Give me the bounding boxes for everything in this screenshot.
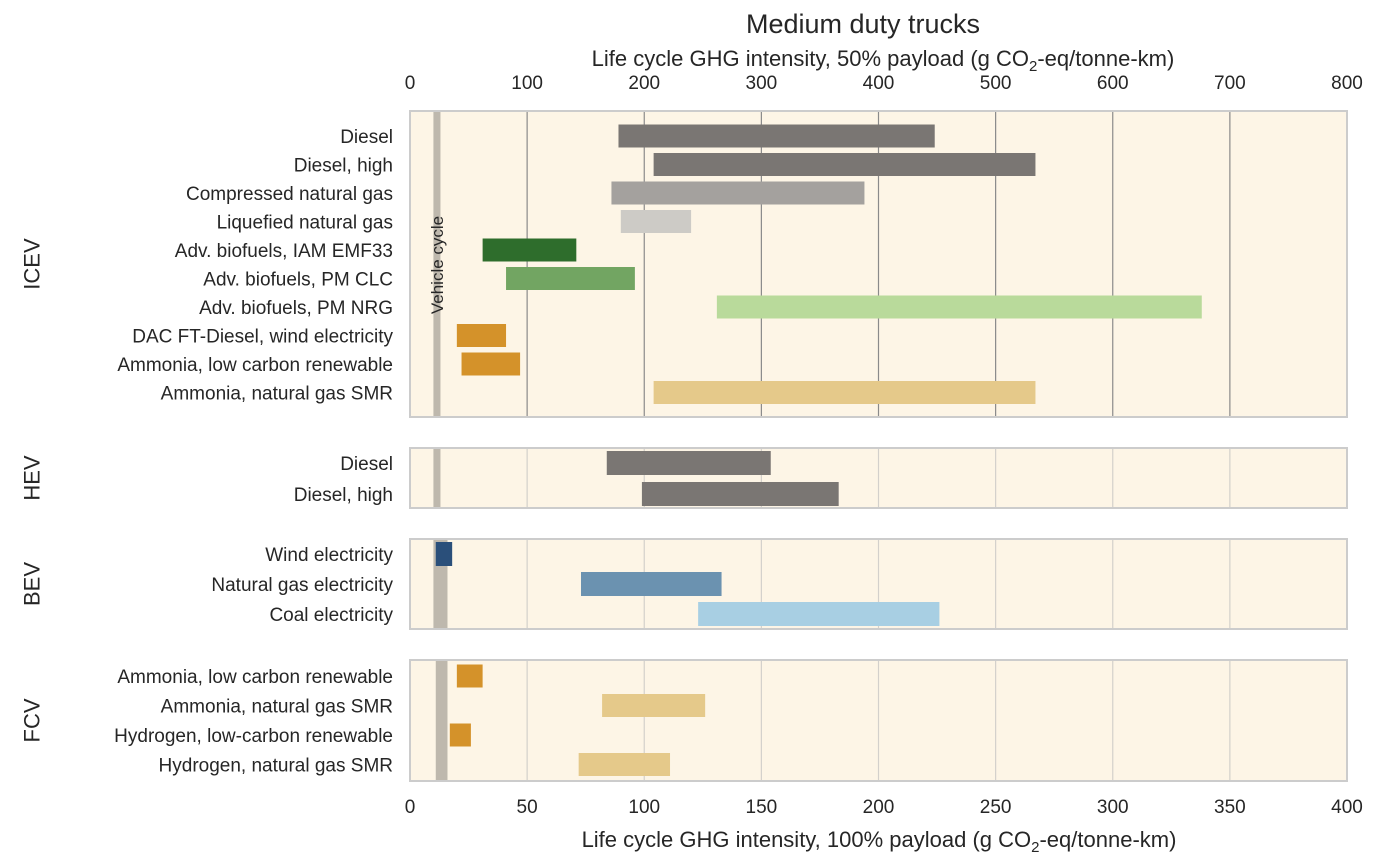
range-bar bbox=[606, 451, 771, 475]
chart-title: Medium duty trucks bbox=[746, 9, 980, 39]
range-bar bbox=[653, 153, 1036, 176]
category-label: Adv. biofuels, PM NRG bbox=[199, 298, 393, 319]
panel-icev: Diesel Diesel, high Compressed natural gas… bbox=[20, 110, 1348, 418]
category-label: Ammonia, low carbon renewable bbox=[117, 667, 393, 688]
category-label: Compressed natural gas bbox=[186, 184, 393, 205]
group-label: FCV bbox=[20, 698, 45, 742]
top-tick-label: 200 bbox=[628, 73, 660, 94]
panel-frame bbox=[409, 110, 1348, 418]
panel-frame bbox=[409, 659, 1348, 782]
panel-hev: Diesel Diesel, high HEV bbox=[20, 447, 1348, 509]
range-bar bbox=[611, 181, 865, 205]
range-bar bbox=[653, 381, 1036, 404]
top-tick-label: 500 bbox=[980, 73, 1012, 94]
top-tick-label: 600 bbox=[1097, 73, 1129, 94]
range-bar bbox=[618, 124, 935, 148]
bottom-tick-label: 150 bbox=[746, 797, 778, 818]
category-label: Diesel, high bbox=[294, 485, 393, 506]
range-bar bbox=[456, 324, 507, 347]
top-tick-label: 700 bbox=[1214, 73, 1246, 94]
range-bar bbox=[506, 267, 635, 290]
top-tick-label: 300 bbox=[746, 73, 778, 94]
bottom-tick-label: 0 bbox=[405, 797, 416, 818]
top-tick-label: 0 bbox=[405, 73, 416, 94]
bottom-tick-label: 400 bbox=[1331, 797, 1363, 818]
category-label: Adv. biofuels, PM CLC bbox=[203, 270, 393, 291]
bottom-tick-label: 350 bbox=[1214, 797, 1246, 818]
group-label: HEV bbox=[20, 455, 45, 501]
category-label: Ammonia, low carbon renewable bbox=[117, 355, 393, 376]
category-label: Diesel bbox=[340, 127, 393, 148]
range-bar bbox=[581, 572, 722, 596]
top-tick-label: 800 bbox=[1331, 73, 1363, 94]
bottom-axis-label: Life cycle GHG intensity, 100% payload (… bbox=[582, 827, 1177, 856]
bottom-tick-label: 250 bbox=[980, 797, 1012, 818]
panels: Diesel Diesel, high Compressed natural gas… bbox=[20, 110, 1348, 782]
range-bar bbox=[602, 694, 706, 717]
range-bar bbox=[435, 542, 453, 566]
top-tick-label: 100 bbox=[511, 73, 543, 94]
panel-frame bbox=[409, 538, 1348, 630]
category-label: Liquefied natural gas bbox=[217, 213, 393, 234]
top-axis-ticks: 0 100 200 300 400 500 600 700 800 bbox=[405, 73, 1363, 94]
range-bar bbox=[461, 352, 521, 376]
panel-frame bbox=[409, 447, 1348, 509]
vehicle-cycle-label: Vehicle cycle bbox=[428, 216, 447, 314]
category-label: Hydrogen, natural gas SMR bbox=[159, 756, 393, 777]
category-label: Wind electricity bbox=[265, 545, 393, 566]
range-bar bbox=[716, 295, 1202, 319]
range-bar bbox=[698, 602, 940, 626]
category-label: Diesel, high bbox=[294, 156, 393, 177]
group-label: ICEV bbox=[20, 238, 45, 290]
group-label: BEV bbox=[20, 562, 45, 606]
range-bar bbox=[620, 210, 692, 233]
vehicle-cycle-bar bbox=[435, 660, 448, 781]
range-bar bbox=[578, 753, 671, 776]
bottom-tick-label: 300 bbox=[1097, 797, 1129, 818]
bottom-tick-label: 100 bbox=[628, 797, 660, 818]
category-label: Diesel bbox=[340, 454, 393, 475]
vehicle-cycle-bar bbox=[433, 111, 441, 417]
category-label: Adv. biofuels, IAM EMF33 bbox=[175, 241, 393, 262]
range-bar bbox=[456, 664, 483, 688]
range-bar bbox=[449, 723, 471, 747]
top-axis-label: Life cycle GHG intensity, 50% payload (g… bbox=[592, 46, 1175, 75]
panel-bev: Wind electricity Natural gas electricity C… bbox=[20, 538, 1348, 630]
panel-fcv: Ammonia, low carbon renewable Ammonia, na… bbox=[20, 659, 1348, 782]
vehicle-cycle-bar bbox=[433, 448, 441, 508]
top-tick-label: 400 bbox=[863, 73, 895, 94]
bottom-tick-label: 50 bbox=[517, 797, 538, 818]
category-label: Coal electricity bbox=[269, 605, 393, 626]
category-label: Ammonia, natural gas SMR bbox=[161, 384, 393, 405]
category-label: Ammonia, natural gas SMR bbox=[161, 697, 393, 718]
range-bar bbox=[482, 238, 577, 262]
bottom-axis-ticks: 0 50 100 150 200 250 300 350 400 bbox=[405, 797, 1363, 818]
category-label: DAC FT-Diesel, wind electricity bbox=[132, 327, 393, 348]
category-label: Natural gas electricity bbox=[211, 575, 393, 596]
range-bar bbox=[641, 482, 839, 506]
category-label: Hydrogen, low-carbon renewable bbox=[114, 726, 393, 747]
bottom-tick-label: 200 bbox=[863, 797, 895, 818]
